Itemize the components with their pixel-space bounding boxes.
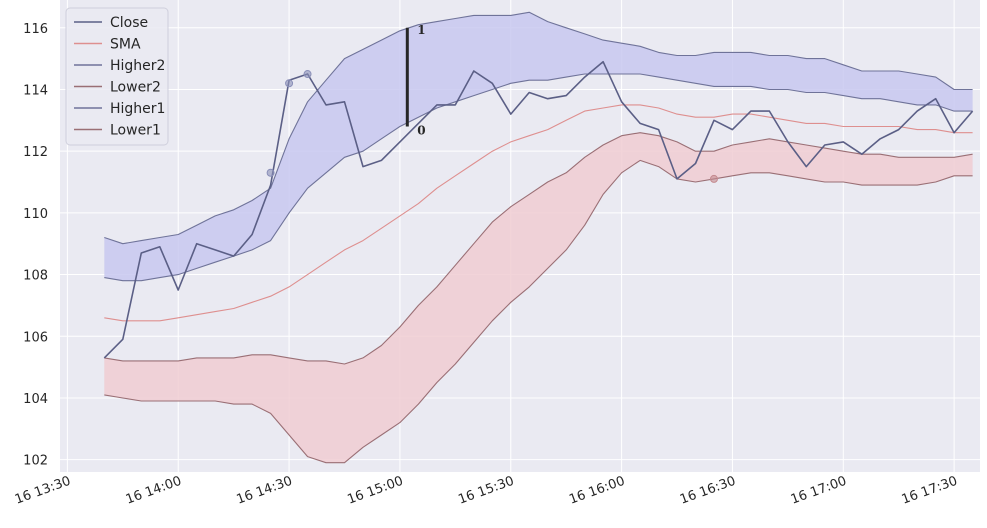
annotation-label-bottom: 0 [417, 123, 425, 137]
band-fill-0 [104, 12, 973, 281]
y-tick-label-2: 106 [23, 330, 48, 345]
x-tick-label-1: 16 14:00 [124, 474, 184, 508]
y-tick-label-0: 102 [23, 454, 48, 469]
legend-label-lower1: Lower1 [110, 123, 161, 139]
marker-0 [266, 168, 275, 177]
legend-label-close: Close [110, 15, 148, 31]
legend-label-lower2: Lower2 [110, 80, 161, 96]
series-line-lower2 [104, 159, 973, 464]
legend-label-sma: SMA [110, 37, 141, 53]
legend: Close SMA Higher2 Lower2 Higher1 Lower1 [65, 7, 169, 146]
x-tick-label-4: 16 15:30 [456, 474, 516, 508]
series-line-sma [104, 104, 973, 322]
x-tick-label-6: 16 16:30 [678, 474, 738, 508]
marker-1 [285, 79, 294, 88]
point-markers [266, 70, 718, 183]
annotation: 1 0 [405, 23, 426, 137]
y-tick-labels: 102 104 106 108 110 112 114 116 [23, 22, 48, 469]
y-tick-label-5: 112 [23, 145, 48, 160]
y-tick-label-4: 110 [23, 207, 48, 222]
series-line-lower1 [104, 132, 973, 365]
x-tick-label-7: 16 17:00 [789, 474, 849, 508]
x-tick-label-3: 16 15:00 [346, 474, 406, 508]
legend-label-higher1: Higher1 [110, 101, 165, 117]
series-line-close [103, 60, 974, 359]
series-line-higher1 [104, 73, 973, 282]
y-tick-label-1: 104 [23, 392, 48, 407]
x-tick-label-5: 16 16:00 [567, 474, 627, 508]
x-tick-label-8: 16 17:30 [900, 474, 960, 508]
legend-box [65, 7, 169, 146]
series-line-higher2 [104, 11, 973, 245]
band-fills [104, 12, 973, 463]
x-tick-label-2: 16 14:30 [235, 474, 295, 508]
marker-2 [303, 70, 312, 79]
marker-3 [709, 174, 718, 183]
x-tick-labels: 16 13:30 16 14:00 16 14:30 16 15:00 16 15:30… [13, 474, 960, 508]
y-tick-label-6: 114 [23, 83, 48, 98]
band-fill-1 [104, 132, 973, 463]
annotation-label-top: 1 [417, 23, 425, 37]
y-tick-label-7: 116 [23, 22, 48, 37]
legend-label-higher2: Higher2 [110, 58, 165, 74]
series-lines [103, 11, 974, 464]
x-tick-label-0: 16 13:30 [13, 474, 73, 508]
y-tick-label-3: 108 [23, 269, 48, 284]
